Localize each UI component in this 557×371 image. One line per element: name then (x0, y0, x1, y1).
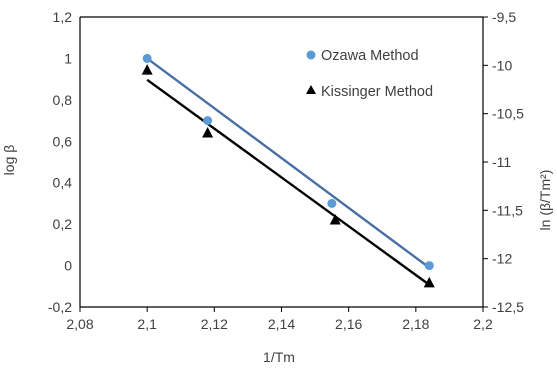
y2-tick-label: -9,5 (492, 9, 516, 25)
legend-marker-ozawa (306, 50, 316, 60)
y-tick-label: 0 (64, 258, 72, 274)
y-tick-label: -0,2 (48, 299, 72, 315)
y2-axis-ticks: -12,5 -12 -11,5 -11 -10,5 -10 -9,5 (483, 9, 524, 315)
ozawa-data-point (142, 53, 152, 63)
legend-marker-kissinger (306, 85, 316, 94)
x-tick-label: 2,2 (473, 316, 493, 332)
y-tick-label: 0,2 (53, 216, 73, 232)
trendlines (146, 57, 430, 286)
y-tick-label: 0,4 (53, 175, 73, 191)
kissinger-data-point (202, 127, 214, 138)
y2-tick-label: -10 (492, 57, 512, 73)
kissinger-data-point (329, 214, 341, 225)
x-tick-label: 2,1 (137, 316, 157, 332)
ozawa-data-point (424, 261, 434, 271)
y2-tick-label: -10,5 (492, 106, 524, 122)
legend: Ozawa Method Kissinger Method (306, 48, 433, 100)
kissinger-data-point (423, 276, 435, 288)
y2-tick-label: -12,5 (492, 299, 524, 315)
y-tick-label: 0,8 (53, 92, 73, 108)
y-axis-title: log β (1, 145, 17, 176)
y-tick-label: 0,6 (53, 133, 73, 149)
ozawa-data-point (203, 116, 213, 126)
data-points (141, 53, 435, 288)
x-tick-label: 2,12 (201, 316, 228, 332)
x-tick-label: 2,08 (66, 316, 93, 332)
y2-tick-label: -11,5 (492, 202, 523, 218)
x-tick-label: 2,14 (268, 316, 295, 332)
y2-tick-label: -12 (492, 251, 512, 267)
kissinger-trendline (146, 78, 430, 286)
kissinger-data-point (141, 64, 153, 75)
x-axis-title: 1/Tm (263, 349, 295, 365)
y-tick-label: 1 (64, 50, 72, 66)
legend-label-ozawa: Ozawa Method (321, 48, 419, 64)
ozawa-trendline (146, 57, 430, 269)
x-tick-label: 2,18 (402, 316, 429, 332)
y2-axis-title: ln (β/Tm²) (537, 170, 553, 231)
y-tick-label: 1,2 (53, 9, 73, 25)
y-axis-ticks: -0,2 0 0,2 0,4 0,6 0,8 1 1,2 (48, 9, 72, 315)
x-tick-label: 2,16 (335, 316, 362, 332)
legend-label-kissinger: Kissinger Method (321, 84, 433, 100)
y2-tick-label: -11 (492, 154, 511, 170)
ozawa-data-point (327, 198, 337, 208)
x-axis-ticks: 2,08 2,1 2,12 2,14 2,16 2,18 2,2 (66, 307, 493, 332)
